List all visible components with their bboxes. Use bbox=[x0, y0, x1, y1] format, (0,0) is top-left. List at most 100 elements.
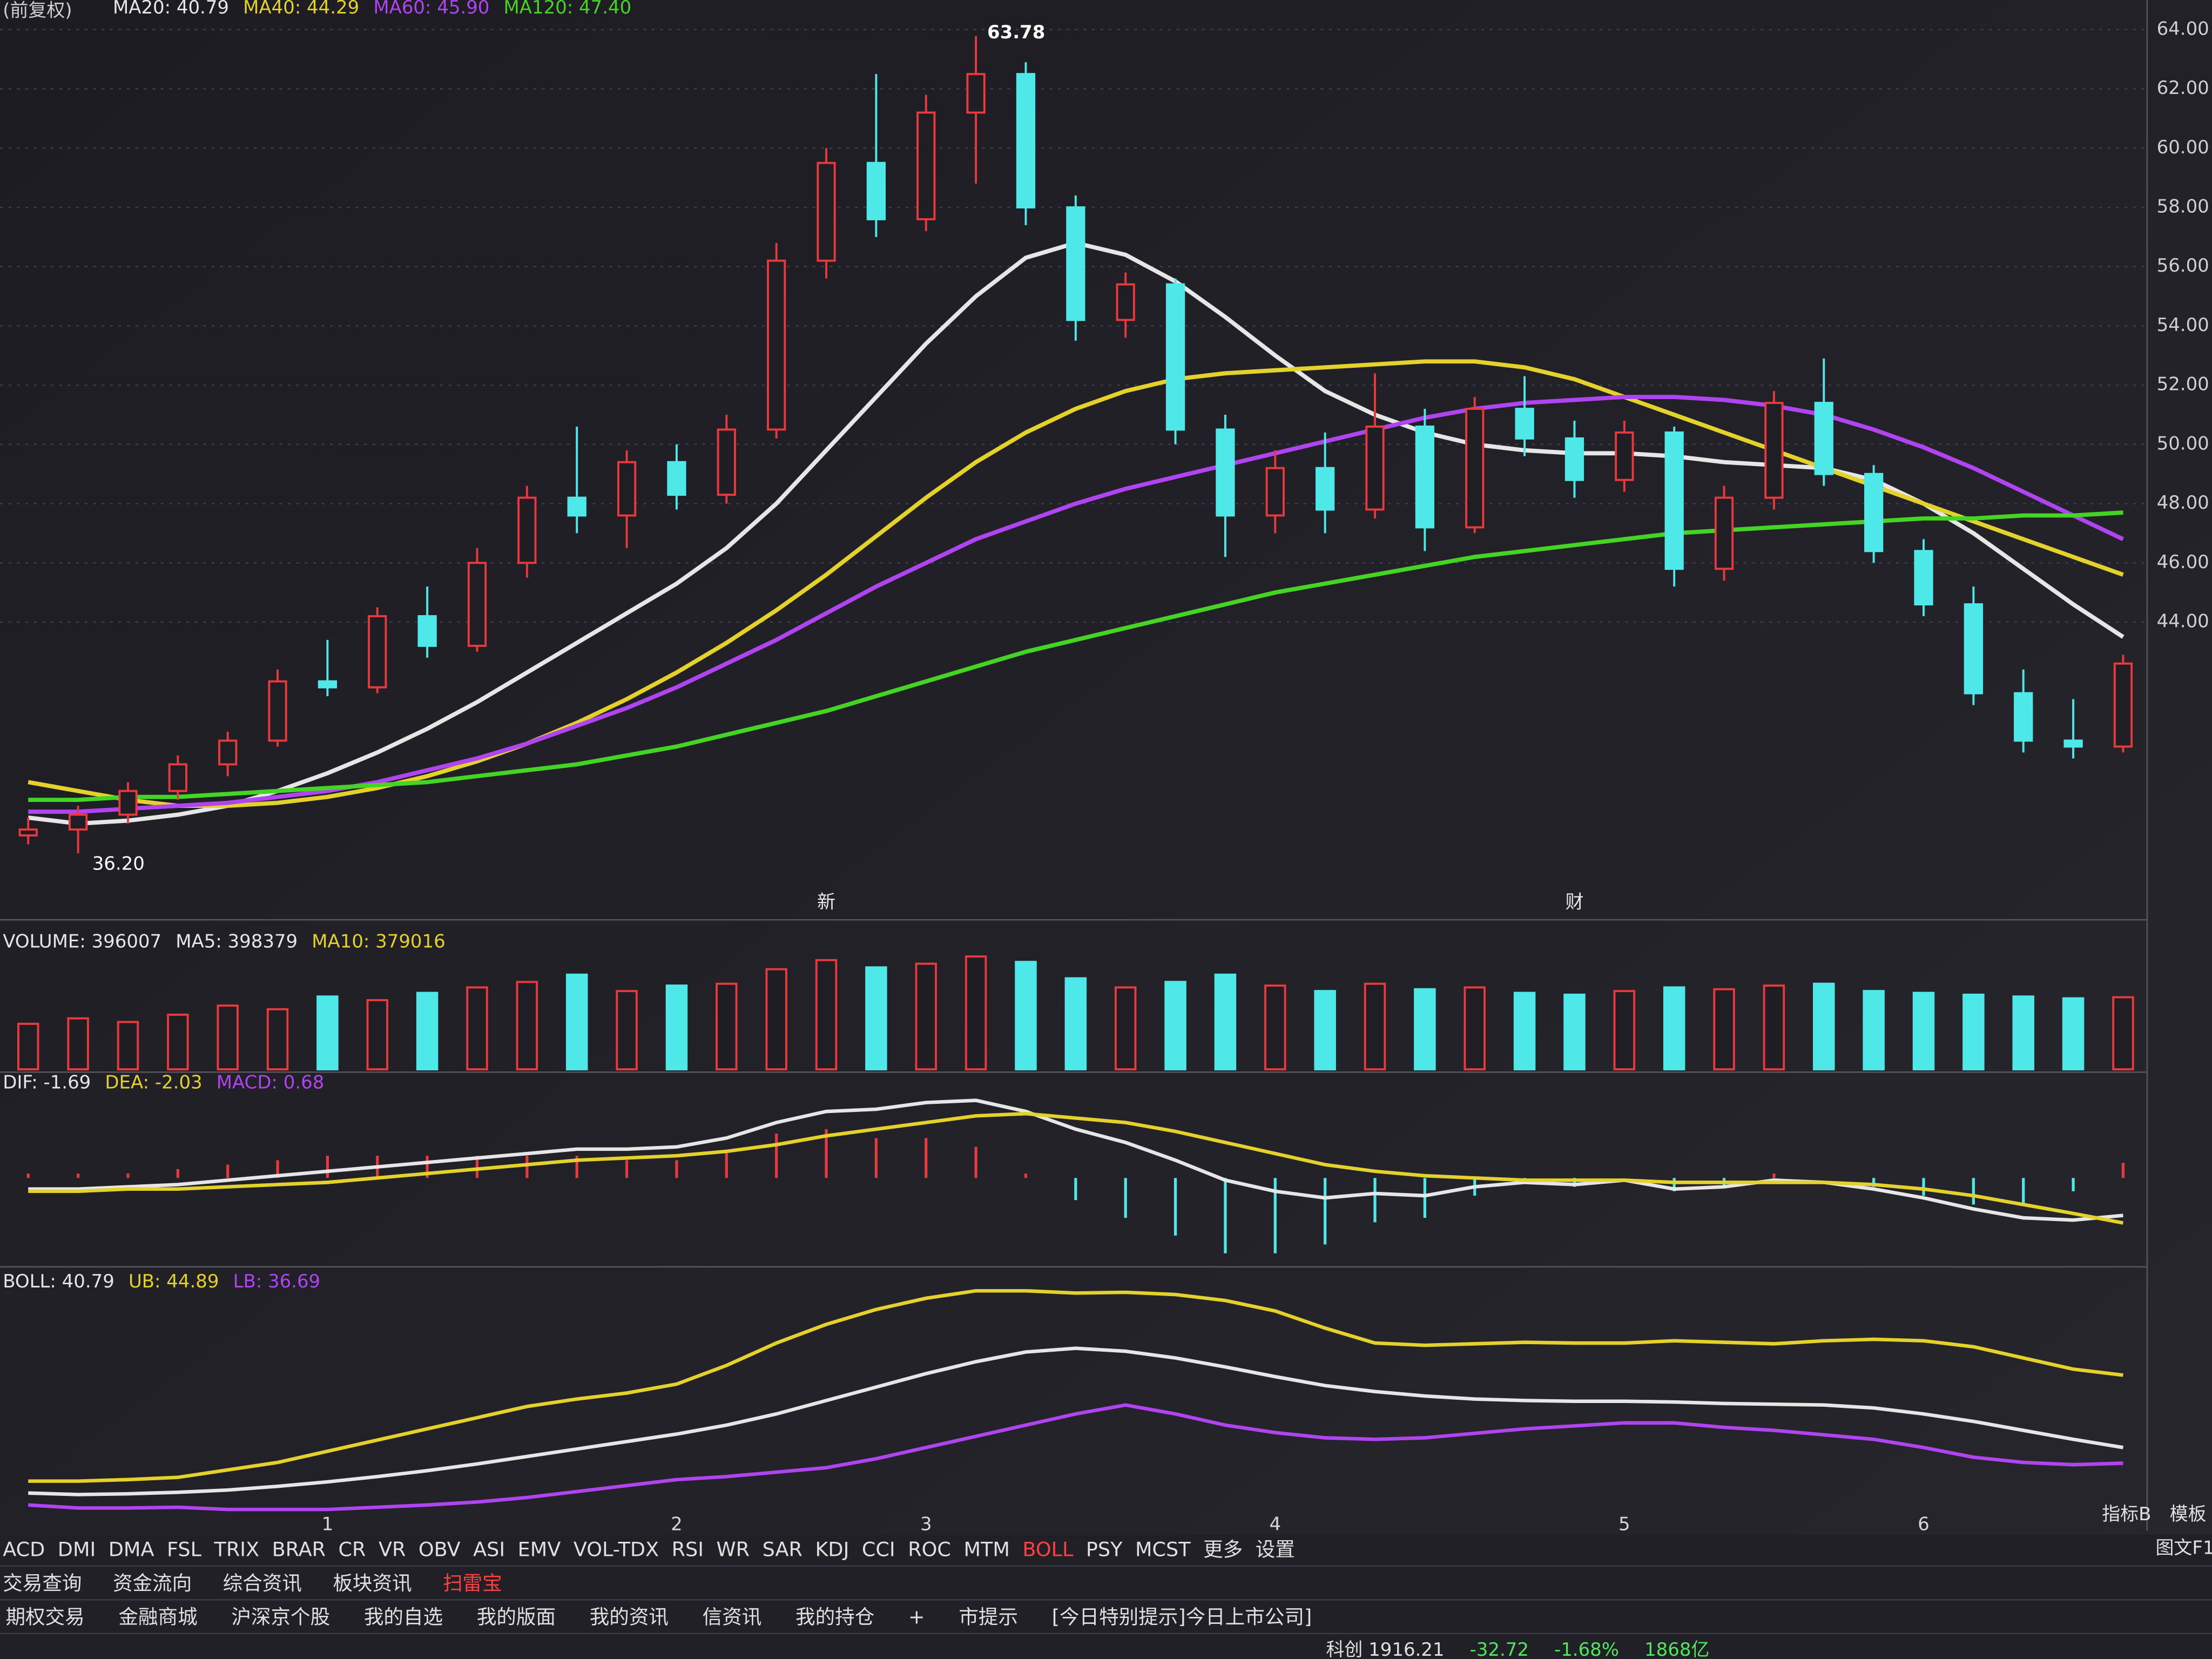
indicator-tab[interactable]: MTM bbox=[963, 1537, 1009, 1561]
legend-entry: MA40: 44.29 bbox=[243, 0, 359, 18]
candle-body bbox=[767, 259, 786, 431]
y-tick-label: 60.00 bbox=[2157, 137, 2209, 158]
candle-body bbox=[168, 763, 187, 792]
candle-body bbox=[1864, 473, 1884, 552]
indicator-tab[interactable]: MCST bbox=[1135, 1537, 1191, 1561]
info-tab[interactable]: 综合资讯 bbox=[223, 1572, 302, 1595]
volume-bar bbox=[17, 1022, 39, 1071]
indicator-tab[interactable]: BOLL bbox=[1022, 1537, 1074, 1561]
indicator-tab[interactable]: DMI bbox=[58, 1537, 96, 1561]
volume-bar bbox=[1264, 984, 1286, 1071]
indicator-tab[interactable]: ASI bbox=[473, 1537, 505, 1561]
indicator-tab[interactable]: SAR bbox=[763, 1537, 802, 1561]
volume-bar bbox=[366, 999, 389, 1071]
x-tick-label: 4 bbox=[1269, 1513, 1281, 1535]
toolbar-item[interactable]: 期权交易 bbox=[5, 1606, 84, 1629]
volume-bar bbox=[1314, 990, 1336, 1071]
toolbar-item[interactable]: 我的自选 bbox=[364, 1606, 443, 1629]
legend-entry: DEA: -2.03 bbox=[105, 1072, 202, 1094]
indicator-tab[interactable]: BRAR bbox=[272, 1537, 326, 1561]
indicator-tab[interactable]: TRIX bbox=[213, 1537, 259, 1561]
legend-entry: UB: 44.89 bbox=[129, 1271, 219, 1292]
info-tab[interactable]: 交易查询 bbox=[3, 1572, 82, 1595]
legend-entry: MA60: 45.90 bbox=[373, 0, 489, 18]
indicator-tab[interactable]: CR bbox=[339, 1537, 366, 1561]
indicator-tab[interactable]: WR bbox=[717, 1537, 750, 1561]
indicator-tab[interactable]: FSL bbox=[167, 1537, 202, 1561]
indicator-tab[interactable]: DMA bbox=[109, 1537, 154, 1561]
info-tab[interactable]: 资金流向 bbox=[113, 1572, 192, 1595]
indicator-tab[interactable]: VOL-TDX bbox=[574, 1537, 659, 1561]
toolbar-item[interactable]: 我的版面 bbox=[477, 1606, 556, 1629]
volume-bar bbox=[1513, 992, 1536, 1071]
indicator-tab[interactable]: EMV bbox=[518, 1537, 561, 1561]
volume-bar bbox=[865, 966, 887, 1071]
candle-body bbox=[417, 615, 437, 647]
status-item: 科创 1916.21 bbox=[1326, 1639, 1445, 1659]
indicator-tab[interactable]: VR bbox=[379, 1537, 406, 1561]
volume-bar bbox=[1763, 984, 1785, 1071]
candle-body bbox=[866, 161, 886, 220]
indicator-tab[interactable]: KDJ bbox=[815, 1537, 849, 1561]
indicator-tab[interactable]: ACD bbox=[3, 1537, 45, 1561]
toolbar-item[interactable]: [今日特别提示]今日上市公司] bbox=[1052, 1606, 1312, 1629]
candle-body bbox=[218, 739, 238, 766]
toolbar-item[interactable]: 我的资讯 bbox=[590, 1606, 669, 1629]
indicator-tab[interactable]: ROC bbox=[908, 1537, 951, 1561]
right-button[interactable]: 图文F1 bbox=[2156, 1537, 2212, 1559]
volume-bar bbox=[565, 973, 588, 1071]
max-label: 63.78 bbox=[987, 22, 1045, 43]
candle-body bbox=[2014, 692, 2033, 742]
toolbar-item[interactable]: 沪深京个股 bbox=[231, 1606, 330, 1629]
toolbar-item[interactable]: 市提示 bbox=[959, 1606, 1018, 1629]
info-tab[interactable]: 板块资讯 bbox=[333, 1572, 412, 1595]
candle-body bbox=[1265, 467, 1285, 517]
toolbar-item[interactable]: 我的持仓 bbox=[795, 1606, 874, 1629]
right-button[interactable]: 模板 bbox=[2170, 1503, 2207, 1525]
indicator-tab[interactable]: PSY bbox=[1086, 1537, 1123, 1561]
info-tab[interactable]: 扫雷宝 bbox=[443, 1572, 502, 1595]
legend-entry: VOLUME: 396007 bbox=[3, 930, 161, 952]
volume-bar bbox=[1364, 982, 1386, 1071]
candle-body bbox=[567, 496, 586, 517]
candle-body bbox=[517, 496, 537, 564]
volume-bar bbox=[1963, 993, 1985, 1071]
macd-line bbox=[28, 1111, 2124, 1225]
indicator-tab[interactable]: 更多 bbox=[1203, 1537, 1243, 1561]
y-tick-label: 56.00 bbox=[2157, 255, 2209, 276]
volume-bar bbox=[1164, 981, 1186, 1071]
volume-bar bbox=[815, 959, 838, 1071]
y-tick-label: 50.00 bbox=[2157, 433, 2209, 454]
indicator-tab[interactable]: 设置 bbox=[1256, 1537, 1295, 1561]
candle-body bbox=[68, 813, 88, 831]
candle-body bbox=[118, 790, 138, 816]
indicator-tab[interactable]: CCI bbox=[862, 1537, 895, 1561]
y-tick-label: 64.00 bbox=[2157, 18, 2209, 39]
volume-bar bbox=[2112, 996, 2134, 1071]
legend-entry: MA10: 379016 bbox=[312, 930, 445, 952]
candle-body bbox=[717, 428, 736, 496]
toolbar-item[interactable]: 金融商城 bbox=[118, 1606, 197, 1629]
volume-bar bbox=[965, 955, 987, 1071]
toolbar-item[interactable]: + bbox=[908, 1606, 925, 1629]
candle-body bbox=[1465, 408, 1485, 529]
volume-bar bbox=[1064, 977, 1087, 1071]
volume-bar bbox=[117, 1021, 139, 1071]
candle-body bbox=[1914, 550, 1933, 606]
candle-body bbox=[1415, 425, 1434, 529]
ma-line bbox=[28, 510, 2123, 802]
event-label: 财 bbox=[1565, 891, 1583, 913]
volume-bar bbox=[167, 1014, 189, 1071]
status-item: -32.72 bbox=[1470, 1639, 1529, 1659]
indicator-tab[interactable]: RSI bbox=[672, 1537, 704, 1561]
indicator-tab[interactable]: OBV bbox=[419, 1537, 461, 1561]
candle-body bbox=[1814, 402, 1833, 475]
candle-body bbox=[2063, 739, 2083, 748]
y-tick-label: 46.00 bbox=[2157, 551, 2209, 573]
candle-body bbox=[368, 615, 387, 689]
volume-bar bbox=[1663, 986, 1685, 1071]
toolbar-item[interactable]: 信资讯 bbox=[703, 1606, 762, 1629]
right-button[interactable]: 指标B bbox=[2102, 1503, 2151, 1525]
y-tick-label: 54.00 bbox=[2157, 314, 2209, 336]
candle-body bbox=[1316, 467, 1335, 511]
